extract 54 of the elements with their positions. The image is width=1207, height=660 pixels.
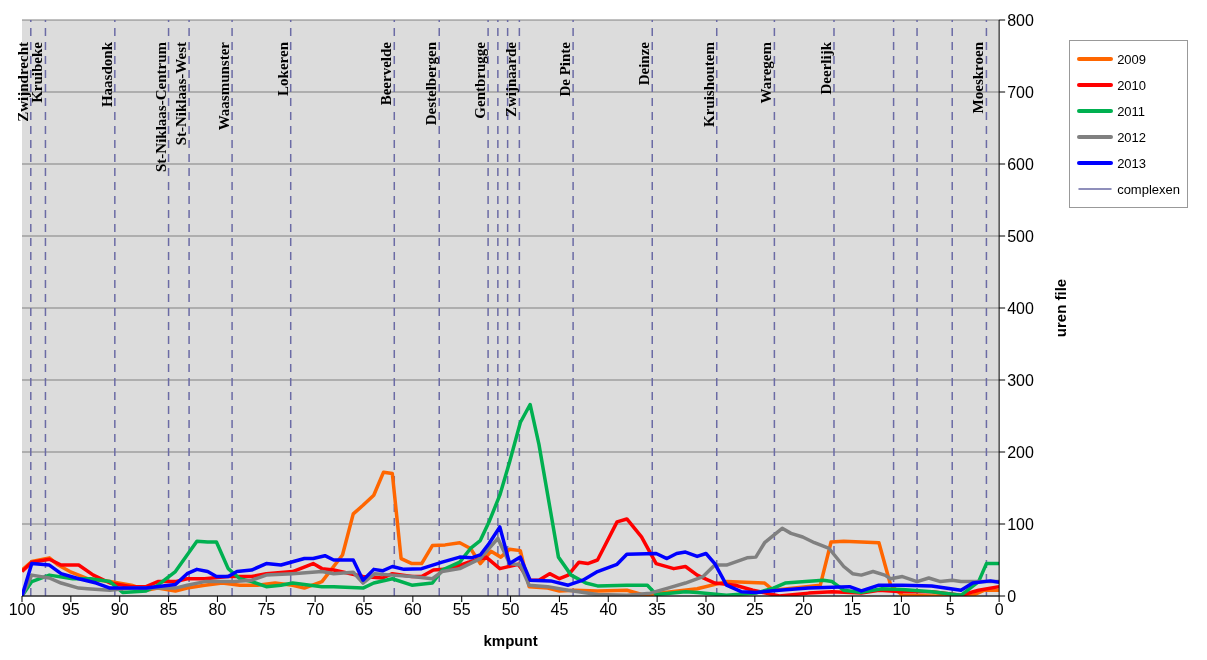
ref-line-label: Deinze <box>636 41 653 86</box>
ref-line-label: Lokeren <box>274 41 291 96</box>
legend-label: 2012 <box>1117 129 1147 145</box>
x-tick-label: 0 <box>994 601 1004 619</box>
x-tick-label: 5 <box>945 601 955 619</box>
ref-line-label: De Pinte <box>557 41 574 97</box>
y-tick-label: 700 <box>1007 83 1034 101</box>
text: complexen <box>1117 181 1180 197</box>
x-tick-label: 85 <box>159 601 178 619</box>
y-tick-label: 200 <box>1007 443 1034 461</box>
ref-line-label: Kruishoutem <box>700 41 717 128</box>
x-tick-label: 90 <box>110 601 129 619</box>
ref-line-label: St-Niklaas-West <box>173 42 190 146</box>
ref-line-label: Destelbergen <box>423 41 440 126</box>
y-tick-label: 600 <box>1007 155 1034 173</box>
ref-line-label: Waregem <box>758 41 775 104</box>
ref-line-label: Gentbrugge <box>472 41 489 119</box>
x-tick-label: 60 <box>403 601 422 619</box>
x-tick-label: 80 <box>208 601 227 619</box>
x-tick-label: 15 <box>843 601 862 619</box>
ref-line-label: Moeskroen <box>970 41 987 114</box>
x-tick-label: 70 <box>306 601 325 619</box>
x-tick-label: 25 <box>745 601 764 619</box>
x-tick-label: 50 <box>501 601 520 619</box>
y-tick-label: 400 <box>1007 299 1034 317</box>
x-tick-label: 95 <box>61 601 80 619</box>
ref-line-label: Zwijndrecht <box>14 42 31 122</box>
legend-label: 2010 <box>1117 77 1147 93</box>
ref-line-label: St-Niklaas-Centrum <box>152 41 169 172</box>
x-axis-title: kmpunt <box>483 632 538 649</box>
ref-line-label: Zwijnaarde <box>503 41 520 117</box>
x-tick-label: 45 <box>550 601 569 619</box>
ref-line-label: Haasdonk <box>98 41 115 108</box>
y-tick-label: 0 <box>1007 587 1017 605</box>
y-tick-label: 300 <box>1007 371 1034 389</box>
x-tick-label: 75 <box>257 601 276 619</box>
legend-label: 2011 <box>1117 103 1146 119</box>
x-tick-label: 55 <box>452 601 471 619</box>
y-axis-title: uren file <box>1052 278 1070 338</box>
x-tick-label: 30 <box>697 601 715 619</box>
y-tick-label: 800 <box>1007 11 1034 29</box>
x-tick-label: 10 <box>892 601 911 619</box>
ref-line-label: Waasmunster <box>216 41 233 131</box>
x-tick-label: 40 <box>599 601 618 619</box>
ref-line-label: Beervelde <box>378 41 395 106</box>
x-tick-label: 65 <box>355 601 373 619</box>
x-tick-label: 20 <box>794 601 813 619</box>
legend-label: 2013 <box>1117 155 1147 171</box>
y-tick-label: 100 <box>1007 515 1034 533</box>
x-tick-label: 100 <box>8 601 36 619</box>
x-tick-label: 35 <box>648 601 667 619</box>
legend-label: 2009 <box>1117 51 1147 67</box>
y-tick-label: 500 <box>1007 227 1034 245</box>
ref-line-label: Deerlijk <box>817 41 834 95</box>
